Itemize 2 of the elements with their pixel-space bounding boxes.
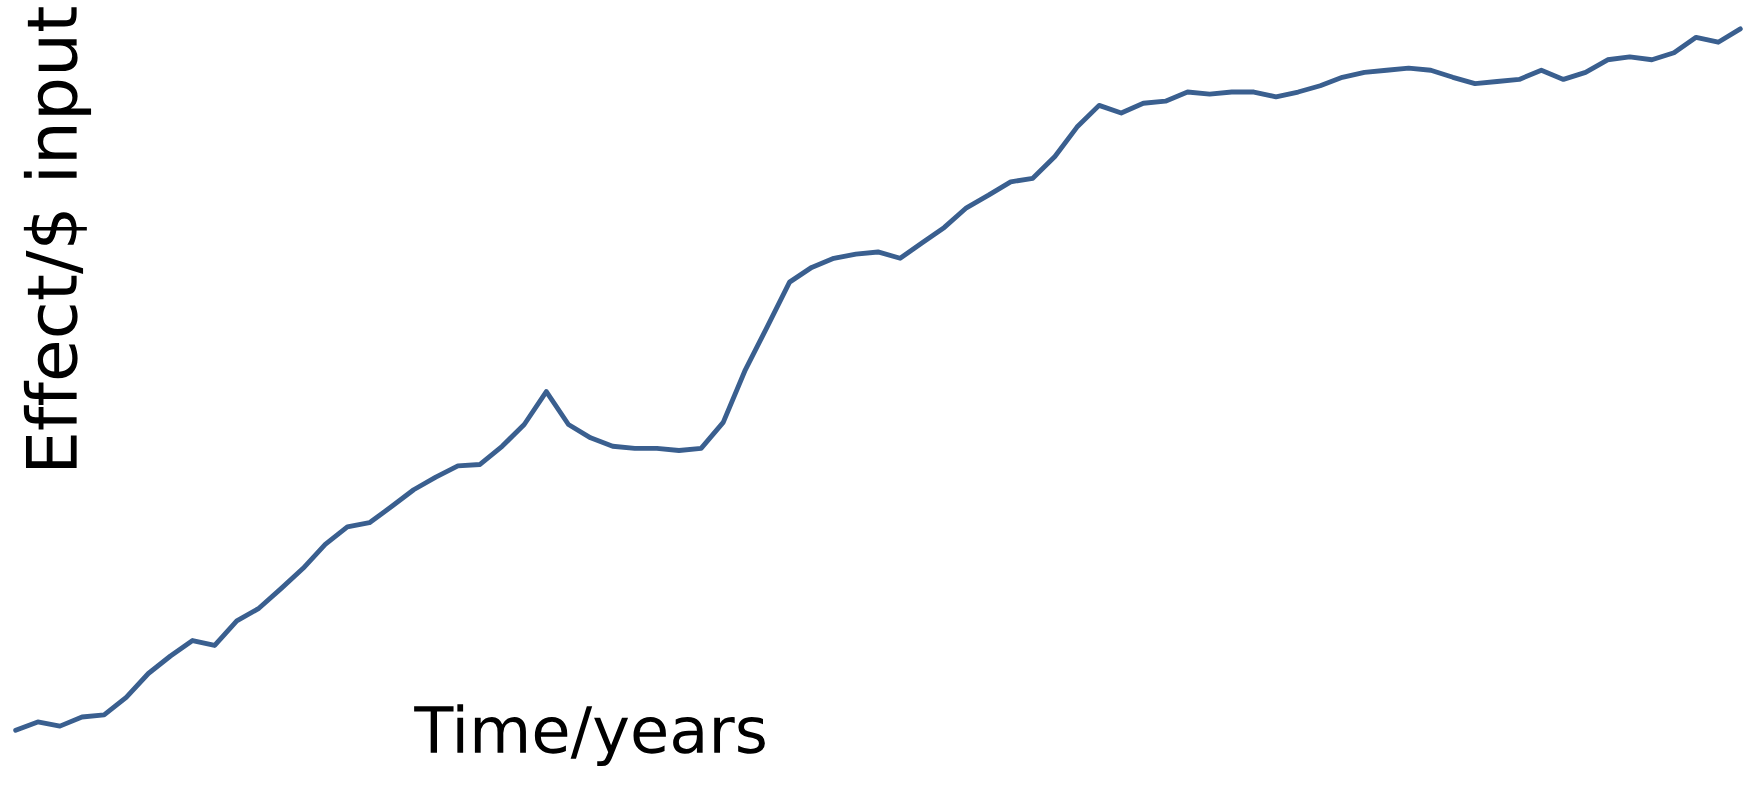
y-axis-title: Effect/$ input [23, 7, 92, 469]
x-axis-title: Time/years [414, 704, 765, 767]
